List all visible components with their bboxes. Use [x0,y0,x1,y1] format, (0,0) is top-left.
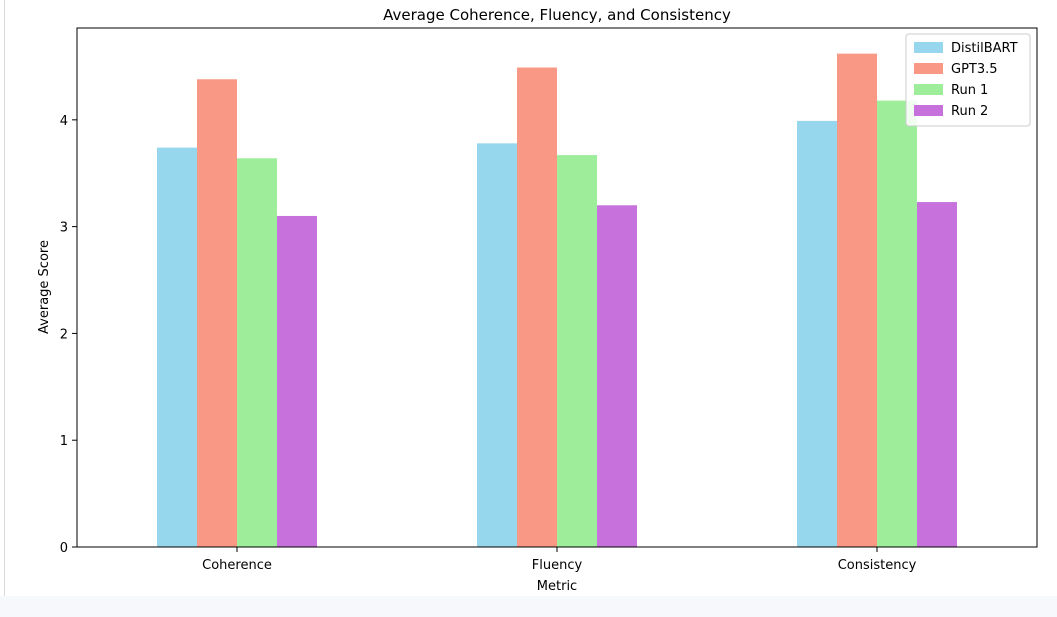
bar-distilbart-consistency [797,120,837,547]
y-tick-label: 2 [60,327,68,342]
x-tick-label: Fluency [532,558,583,573]
bars-group [157,53,957,548]
bar-run-1-fluency [557,155,597,547]
legend-label: DistilBART [951,41,1018,56]
notebook-cell-border [4,0,5,596]
x-tick-label: Coherence [202,558,272,573]
x-tick-label: Consistency [838,558,917,573]
bar-gpt3-5-consistency [837,53,877,547]
bar-distilbart-fluency [477,143,517,548]
legend-swatch [914,84,943,95]
legend-box [905,33,1031,127]
y-axis: 0 1 2 3 4 [60,114,77,556]
y-tick-label: 3 [60,221,68,236]
x-axis: Coherence Fluency Consistency [202,547,917,573]
bar-run-2-consistency [917,202,957,547]
bar-chart: Average Coherence, Fluency, and Consiste… [37,6,1038,594]
legend-label: GPT3.5 [951,62,998,77]
legend-swatch [914,63,943,74]
x-axis-label: Metric [537,579,577,594]
legend: DistilBART GPT3.5 Run 1 Run 2 [905,33,1031,127]
bar-run-2-coherence [277,215,317,547]
legend-swatch [914,105,943,116]
y-axis-label: Average Score [37,240,52,334]
bar-distilbart-coherence [157,147,197,548]
legend-swatch [914,42,943,53]
bar-run-2-fluency [597,205,637,547]
y-tick-label: 4 [60,114,68,129]
bar-gpt3-5-fluency [517,67,557,548]
bar-run-1-coherence [237,158,277,548]
y-tick-label: 0 [60,541,68,556]
chart-title: Average Coherence, Fluency, and Consiste… [383,6,731,24]
notebook-bottom-strip [0,596,1057,617]
y-tick-label: 1 [60,434,68,449]
bar-gpt3-5-coherence [197,79,237,547]
legend-label: Run 2 [951,104,988,119]
bar-run-1-consistency [877,100,917,548]
legend-label: Run 1 [951,83,988,98]
